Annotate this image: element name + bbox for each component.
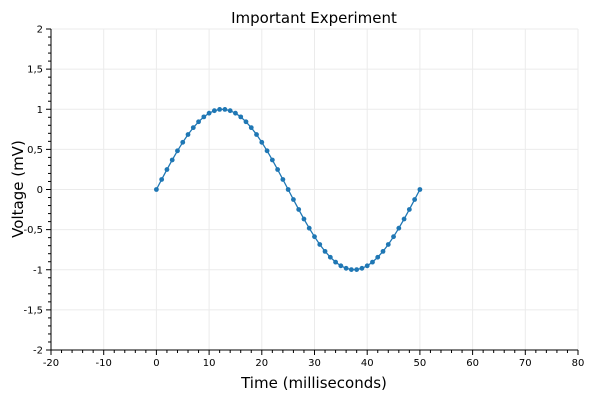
data-point [175,148,180,154]
y-tick-label: -2 [33,346,43,357]
data-point [280,177,286,182]
x-tick-label: -20 [43,358,59,369]
data-point [159,177,165,182]
data-point [190,125,196,131]
data-point [391,234,396,240]
data-point [154,187,159,192]
data-point [196,119,201,125]
data-point [264,148,270,154]
data-point [327,254,333,260]
x-tick-label: 80 [572,358,585,369]
data-point [338,263,344,269]
data-point [254,132,259,137]
data-point [248,125,254,131]
data-point [180,139,186,145]
x-tick-label: 20 [255,358,268,369]
data-point [243,119,249,125]
x-tick-label: 70 [519,358,532,369]
data-point [370,259,375,265]
data-point [317,242,323,247]
data-point [217,107,223,112]
data-point [269,157,275,163]
data-point [275,167,281,172]
y-axis-label: Voltage (mV) [9,140,27,238]
data-point [380,248,386,254]
data-point [412,197,418,202]
grid [50,28,579,351]
x-axis-label: Time (milliseconds) [240,374,387,392]
y-tick-label: 0,5 [27,145,43,156]
data-point [238,114,244,120]
data-point [312,234,317,240]
data-point [185,132,191,137]
x-tick-label: 50 [414,358,427,369]
data-point [354,267,360,272]
data-point [296,207,302,212]
y-tick-label: -1,5 [23,305,43,316]
data-point [343,265,349,271]
data-point [233,110,238,116]
x-tick-label: -10 [96,358,112,369]
x-tick-label: 10 [203,358,216,369]
chart-title: Important Experiment [231,9,397,27]
data-point [301,216,307,222]
x-tick-label: 30 [308,358,321,369]
series-layer [154,107,423,272]
data-point [291,197,296,202]
data-point [227,108,233,114]
data-point [401,216,407,222]
data-point [322,248,328,254]
y-tick-label: 2 [37,25,43,36]
x-tick-label: 60 [466,358,479,369]
data-point [396,225,402,231]
data-point [169,157,175,163]
data-point [206,110,212,116]
data-point [417,187,423,192]
data-point [364,263,370,269]
data-point [359,265,365,271]
y-tick-label: 1 [37,105,43,116]
data-point [211,108,217,114]
data-point [306,225,312,231]
data-point [201,114,207,120]
data-point [406,207,412,212]
ticks: -20 -10 0 10 20 30 40 50 60 70 80 -2 -1,5 -1 -0,5 0 0,5 1… [23,25,584,370]
y-tick-label: 1,5 [27,65,43,76]
data-point [333,259,338,265]
x-tick-label: 40 [361,358,374,369]
data-point [222,107,228,112]
x-tick-label: 0 [153,358,159,369]
data-point [348,267,354,272]
data-point [164,167,170,172]
data-point [385,242,391,247]
data-point [375,254,381,260]
y-tick-label: -0,5 [23,225,43,236]
y-tick-label: -1 [33,265,43,276]
data-point [259,139,265,145]
y-tick-label: 0 [37,185,43,196]
data-point [285,187,291,192]
